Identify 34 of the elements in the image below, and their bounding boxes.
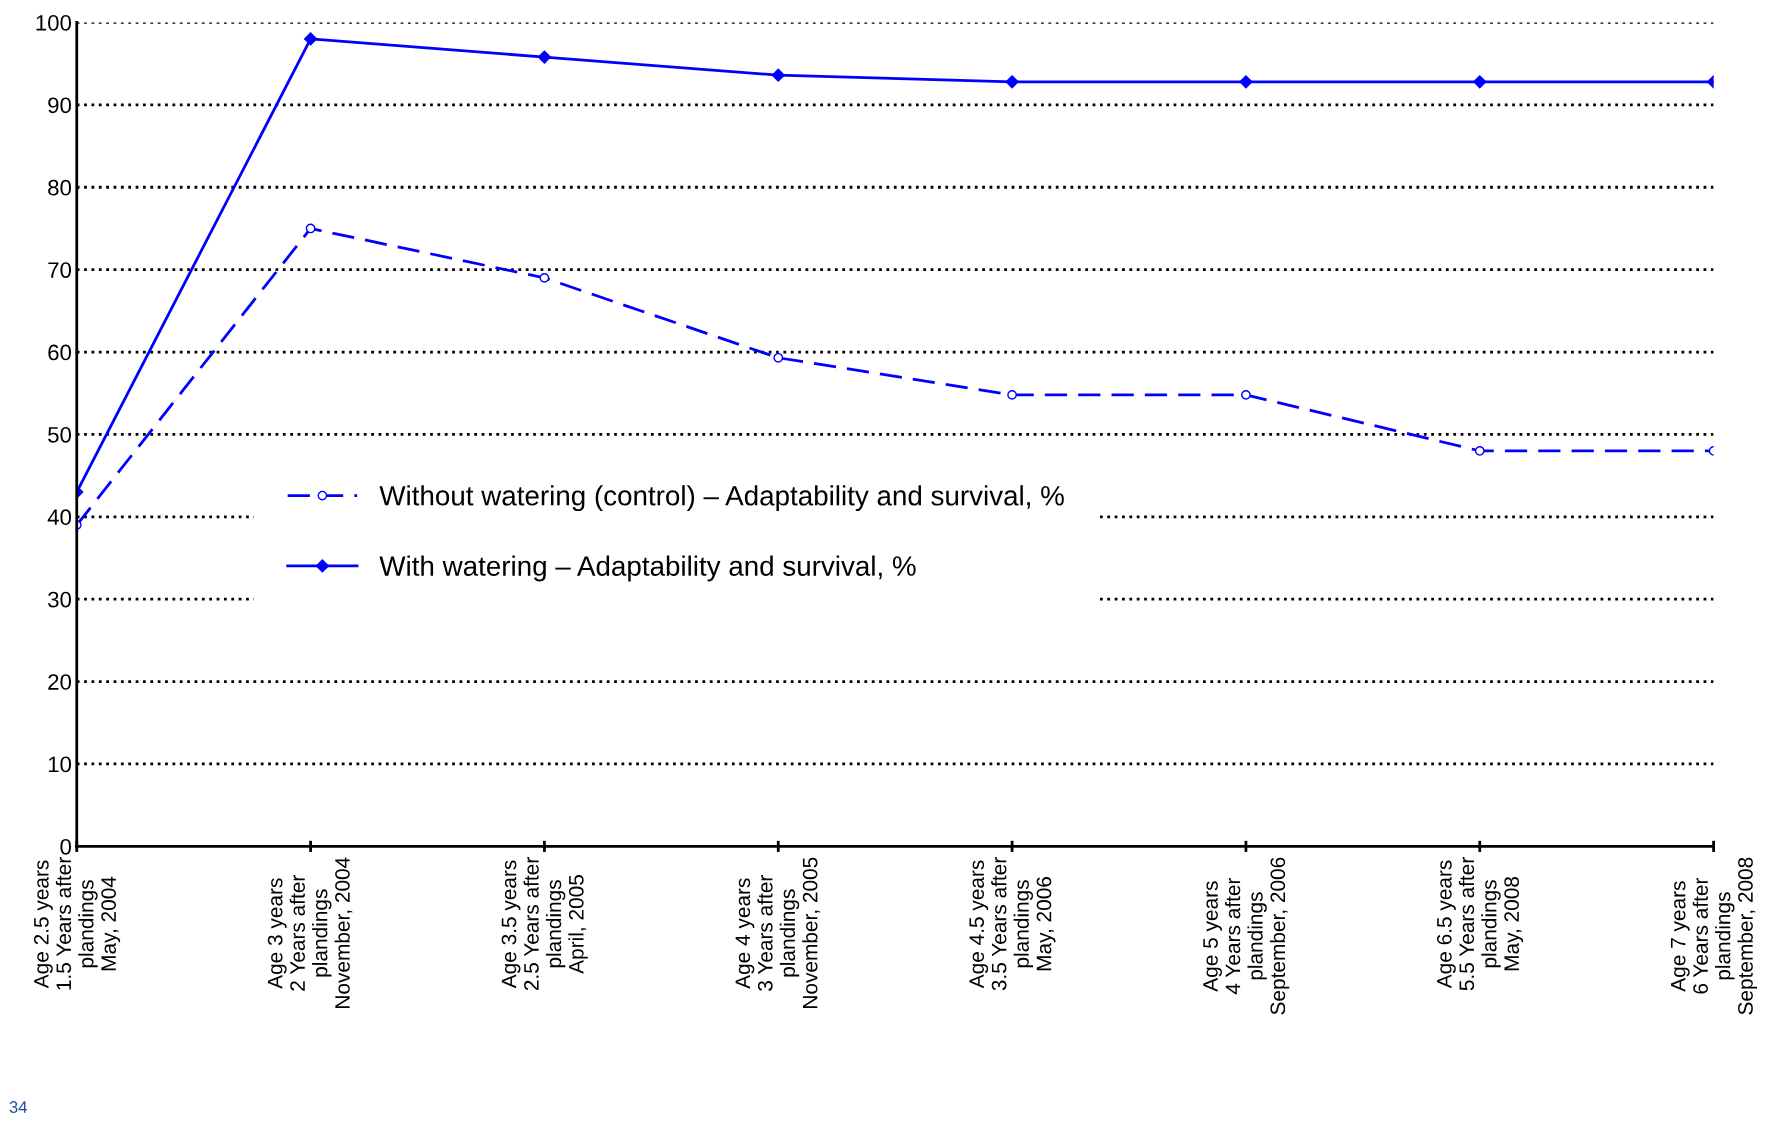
legend-label: Without watering (control) – Adaptability and survival, % [379,485,1064,512]
x-tick-label: Age 4 years 3 Years after plandings November, 2005 [735,857,820,1008]
y-tick-label: 80 [48,179,72,196]
y-tick-label: 10 [48,756,72,773]
x-tick-label: Age 5 years 4 Years after plandings September, 2006 [1203,857,1290,1015]
x-tick-label: Age 3.5 years 2.5 Years after plandings April, 2005 [501,857,588,991]
point [304,32,318,46]
point [773,352,784,363]
y-tick-label: 0 [60,838,72,855]
y-tick-label: 30 [48,591,72,608]
point [1241,390,1251,400]
y-tick-label: 100 [36,15,72,31]
y-tick-label: 90 [48,97,72,114]
x-tick-label: Age 4.5 years 3.5 Years after plandings May, 2006 [969,857,1056,991]
legend-label: With watering – Adaptability and survival, % [379,555,916,582]
x-tick-label: Age 7 years 6 Years after plandings September, 2008 [1670,857,1757,1015]
point [1005,75,1019,89]
point [1473,75,1487,89]
y-tick-label: 50 [48,426,72,443]
text: 34 [9,1101,27,1113]
point [1474,446,1485,456]
point [539,273,550,283]
point [771,68,785,82]
point [305,223,316,234]
x-tick-label: Age 6.5 years 5.5 Years after plandings May, 2008 [1436,857,1524,991]
point [1239,75,1253,89]
x-tick-label: Age 2.5 years 1.5 Years after plandings May, 2004 [33,857,121,990]
y-tick-label: 60 [48,344,72,361]
point [537,50,552,64]
x-tick-label: Age 3 years 2 Years after plandings November, 2004 [267,857,353,1008]
y-tick-label: 40 [47,509,72,526]
point [1007,390,1017,400]
y-tick-label: 20 [48,674,72,690]
y-tick-label: 70 [48,262,72,278]
